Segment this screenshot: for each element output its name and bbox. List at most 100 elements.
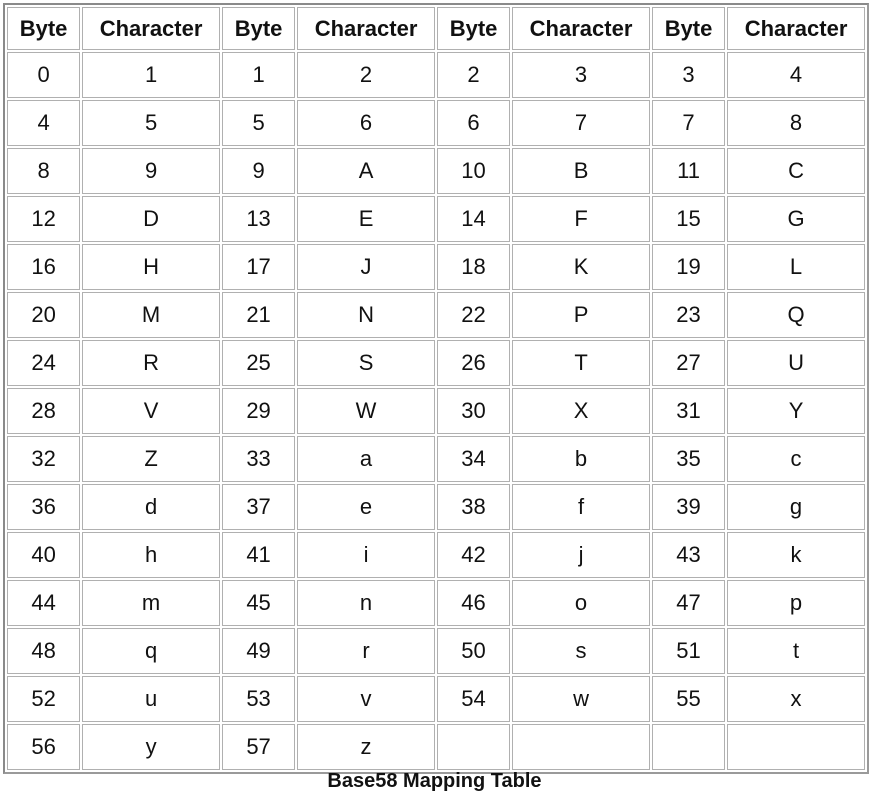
- character-cell: s: [512, 628, 650, 674]
- character-cell: F: [512, 196, 650, 242]
- byte-cell: 9: [221, 148, 296, 194]
- character-cell: R: [82, 340, 220, 386]
- character-cell: n: [297, 580, 435, 626]
- character-cell: d: [82, 484, 220, 530]
- byte-cell: 10: [436, 148, 511, 194]
- character-cell: a: [297, 436, 435, 482]
- byte-cell: 23: [651, 292, 726, 338]
- character-cell: 2: [297, 52, 435, 98]
- table-row: 40 h 41 i 42 j 43 k: [7, 532, 865, 578]
- byte-cell: 37: [221, 484, 296, 530]
- table-row: 56 y 57 z: [7, 724, 865, 770]
- character-cell: 7: [512, 100, 650, 146]
- character-cell: X: [512, 388, 650, 434]
- character-cell: h: [82, 532, 220, 578]
- character-cell: Y: [727, 388, 865, 434]
- byte-cell: 2: [436, 52, 511, 98]
- byte-cell: 8: [7, 148, 81, 194]
- character-cell: 4: [727, 52, 865, 98]
- character-cell: A: [297, 148, 435, 194]
- byte-cell: [651, 724, 726, 770]
- character-cell: e: [297, 484, 435, 530]
- character-cell: B: [512, 148, 650, 194]
- byte-cell: 18: [436, 244, 511, 290]
- character-cell: Z: [82, 436, 220, 482]
- byte-cell: 11: [651, 148, 726, 194]
- base58-mapping-table: Byte Character Byte Character Byte Character B…: [3, 3, 869, 774]
- character-cell: D: [82, 196, 220, 242]
- byte-cell: 36: [7, 484, 81, 530]
- character-cell: L: [727, 244, 865, 290]
- character-cell: T: [512, 340, 650, 386]
- byte-cell: 12: [7, 196, 81, 242]
- character-cell: E: [297, 196, 435, 242]
- byte-cell: 21: [221, 292, 296, 338]
- byte-cell: 55: [651, 676, 726, 722]
- column-header: Byte: [436, 7, 511, 50]
- character-cell: 5: [82, 100, 220, 146]
- byte-cell: 27: [651, 340, 726, 386]
- byte-cell: 29: [221, 388, 296, 434]
- column-header: Character: [727, 7, 865, 50]
- character-cell: N: [297, 292, 435, 338]
- character-cell: G: [727, 196, 865, 242]
- byte-cell: 25: [221, 340, 296, 386]
- character-cell: 9: [82, 148, 220, 194]
- byte-cell: 47: [651, 580, 726, 626]
- character-cell: q: [82, 628, 220, 674]
- character-cell: p: [727, 580, 865, 626]
- character-cell: z: [297, 724, 435, 770]
- byte-cell: 52: [7, 676, 81, 722]
- byte-cell: 43: [651, 532, 726, 578]
- byte-cell: 56: [7, 724, 81, 770]
- byte-cell: 54: [436, 676, 511, 722]
- character-cell: u: [82, 676, 220, 722]
- character-cell: i: [297, 532, 435, 578]
- byte-cell: [436, 724, 511, 770]
- column-header: Byte: [7, 7, 81, 50]
- byte-cell: 40: [7, 532, 81, 578]
- table-row: 44 m 45 n 46 o 47 p: [7, 580, 865, 626]
- byte-cell: 14: [436, 196, 511, 242]
- character-cell: y: [82, 724, 220, 770]
- character-cell: t: [727, 628, 865, 674]
- table-caption: Base58 Mapping Table: [327, 770, 542, 792]
- column-header: Character: [512, 7, 650, 50]
- byte-cell: 30: [436, 388, 511, 434]
- character-cell: M: [82, 292, 220, 338]
- table-row: 36 d 37 e 38 f 39 g: [7, 484, 865, 530]
- character-cell: P: [512, 292, 650, 338]
- character-cell: V: [82, 388, 220, 434]
- character-cell: 1: [82, 52, 220, 98]
- character-cell: x: [727, 676, 865, 722]
- character-cell: o: [512, 580, 650, 626]
- character-cell: C: [727, 148, 865, 194]
- character-cell: Q: [727, 292, 865, 338]
- byte-cell: 53: [221, 676, 296, 722]
- byte-cell: 45: [221, 580, 296, 626]
- column-header: Character: [297, 7, 435, 50]
- byte-cell: 5: [221, 100, 296, 146]
- character-cell: m: [82, 580, 220, 626]
- character-cell: k: [727, 532, 865, 578]
- byte-cell: 32: [7, 436, 81, 482]
- table-row: 48 q 49 r 50 s 51 t: [7, 628, 865, 674]
- byte-cell: 50: [436, 628, 511, 674]
- byte-cell: 20: [7, 292, 81, 338]
- character-cell: f: [512, 484, 650, 530]
- character-cell: S: [297, 340, 435, 386]
- table-row: 24 R 25 S 26 T 27 U: [7, 340, 865, 386]
- byte-cell: 34: [436, 436, 511, 482]
- byte-cell: 7: [651, 100, 726, 146]
- column-header: Byte: [221, 7, 296, 50]
- byte-cell: 6: [436, 100, 511, 146]
- byte-cell: 24: [7, 340, 81, 386]
- byte-cell: 15: [651, 196, 726, 242]
- table-row: 12 D 13 E 14 F 15 G: [7, 196, 865, 242]
- character-cell: g: [727, 484, 865, 530]
- byte-cell: 17: [221, 244, 296, 290]
- column-header: Character: [82, 7, 220, 50]
- table-row: 32 Z 33 a 34 b 35 c: [7, 436, 865, 482]
